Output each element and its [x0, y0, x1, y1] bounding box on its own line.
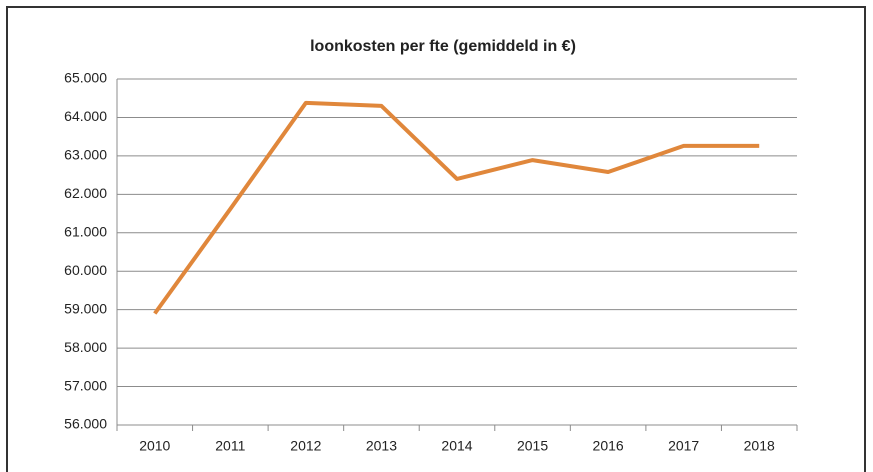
- x-tick-label: 2017: [668, 438, 699, 454]
- x-tick-label: 2018: [744, 438, 775, 454]
- x-tick-label: 2016: [593, 438, 624, 454]
- x-tick-label: 2014: [441, 438, 472, 454]
- x-tick-label: 2015: [517, 438, 548, 454]
- x-tick-label: 2013: [366, 438, 397, 454]
- chart-title: loonkosten per fte (gemiddeld in €): [310, 38, 576, 55]
- chart-frame: [6, 6, 866, 472]
- x-tick-label: 2012: [290, 438, 321, 454]
- y-tick-label: 65.000: [64, 70, 107, 86]
- y-tick-label: 62.000: [64, 185, 107, 201]
- data-line: [153, 100, 760, 315]
- y-tick-label: 64.000: [64, 108, 107, 124]
- y-tick-label: 57.000: [64, 377, 107, 393]
- y-tick-label: 61.000: [64, 223, 107, 239]
- y-tick-label: 58.000: [64, 339, 107, 355]
- x-tick-label: 2011: [215, 438, 245, 454]
- y-tick-label: 60.000: [64, 262, 107, 278]
- x-tick-label: 2010: [139, 438, 170, 454]
- y-tick-label: 56.000: [64, 416, 107, 432]
- y-tick-label: 59.000: [64, 300, 107, 316]
- y-tick-label: 63.000: [64, 147, 107, 163]
